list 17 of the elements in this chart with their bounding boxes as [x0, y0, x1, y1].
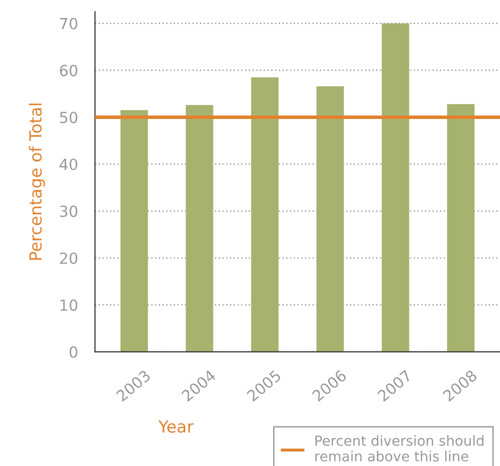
bar: [186, 105, 214, 352]
y-tick-label: 70: [60, 18, 78, 30]
y-tick-label: 60: [60, 64, 78, 76]
bar: [316, 86, 344, 352]
legend-label: Percent diversion should remain above this line: [315, 435, 484, 462]
y-tick-label: 10: [60, 299, 78, 311]
bar: [382, 23, 410, 352]
y-tick-label: 0: [70, 346, 78, 358]
bar: [120, 110, 148, 352]
y-tick-label: 50: [60, 112, 78, 124]
y-axis-title: Percentage of Total: [28, 104, 46, 260]
bar: [447, 104, 475, 352]
y-tick-label: 30: [60, 206, 78, 218]
y-tick-label: 20: [60, 252, 78, 264]
x-axis-title: Year: [158, 420, 194, 433]
bar: [251, 77, 279, 352]
y-tick-label: 40: [60, 158, 78, 170]
